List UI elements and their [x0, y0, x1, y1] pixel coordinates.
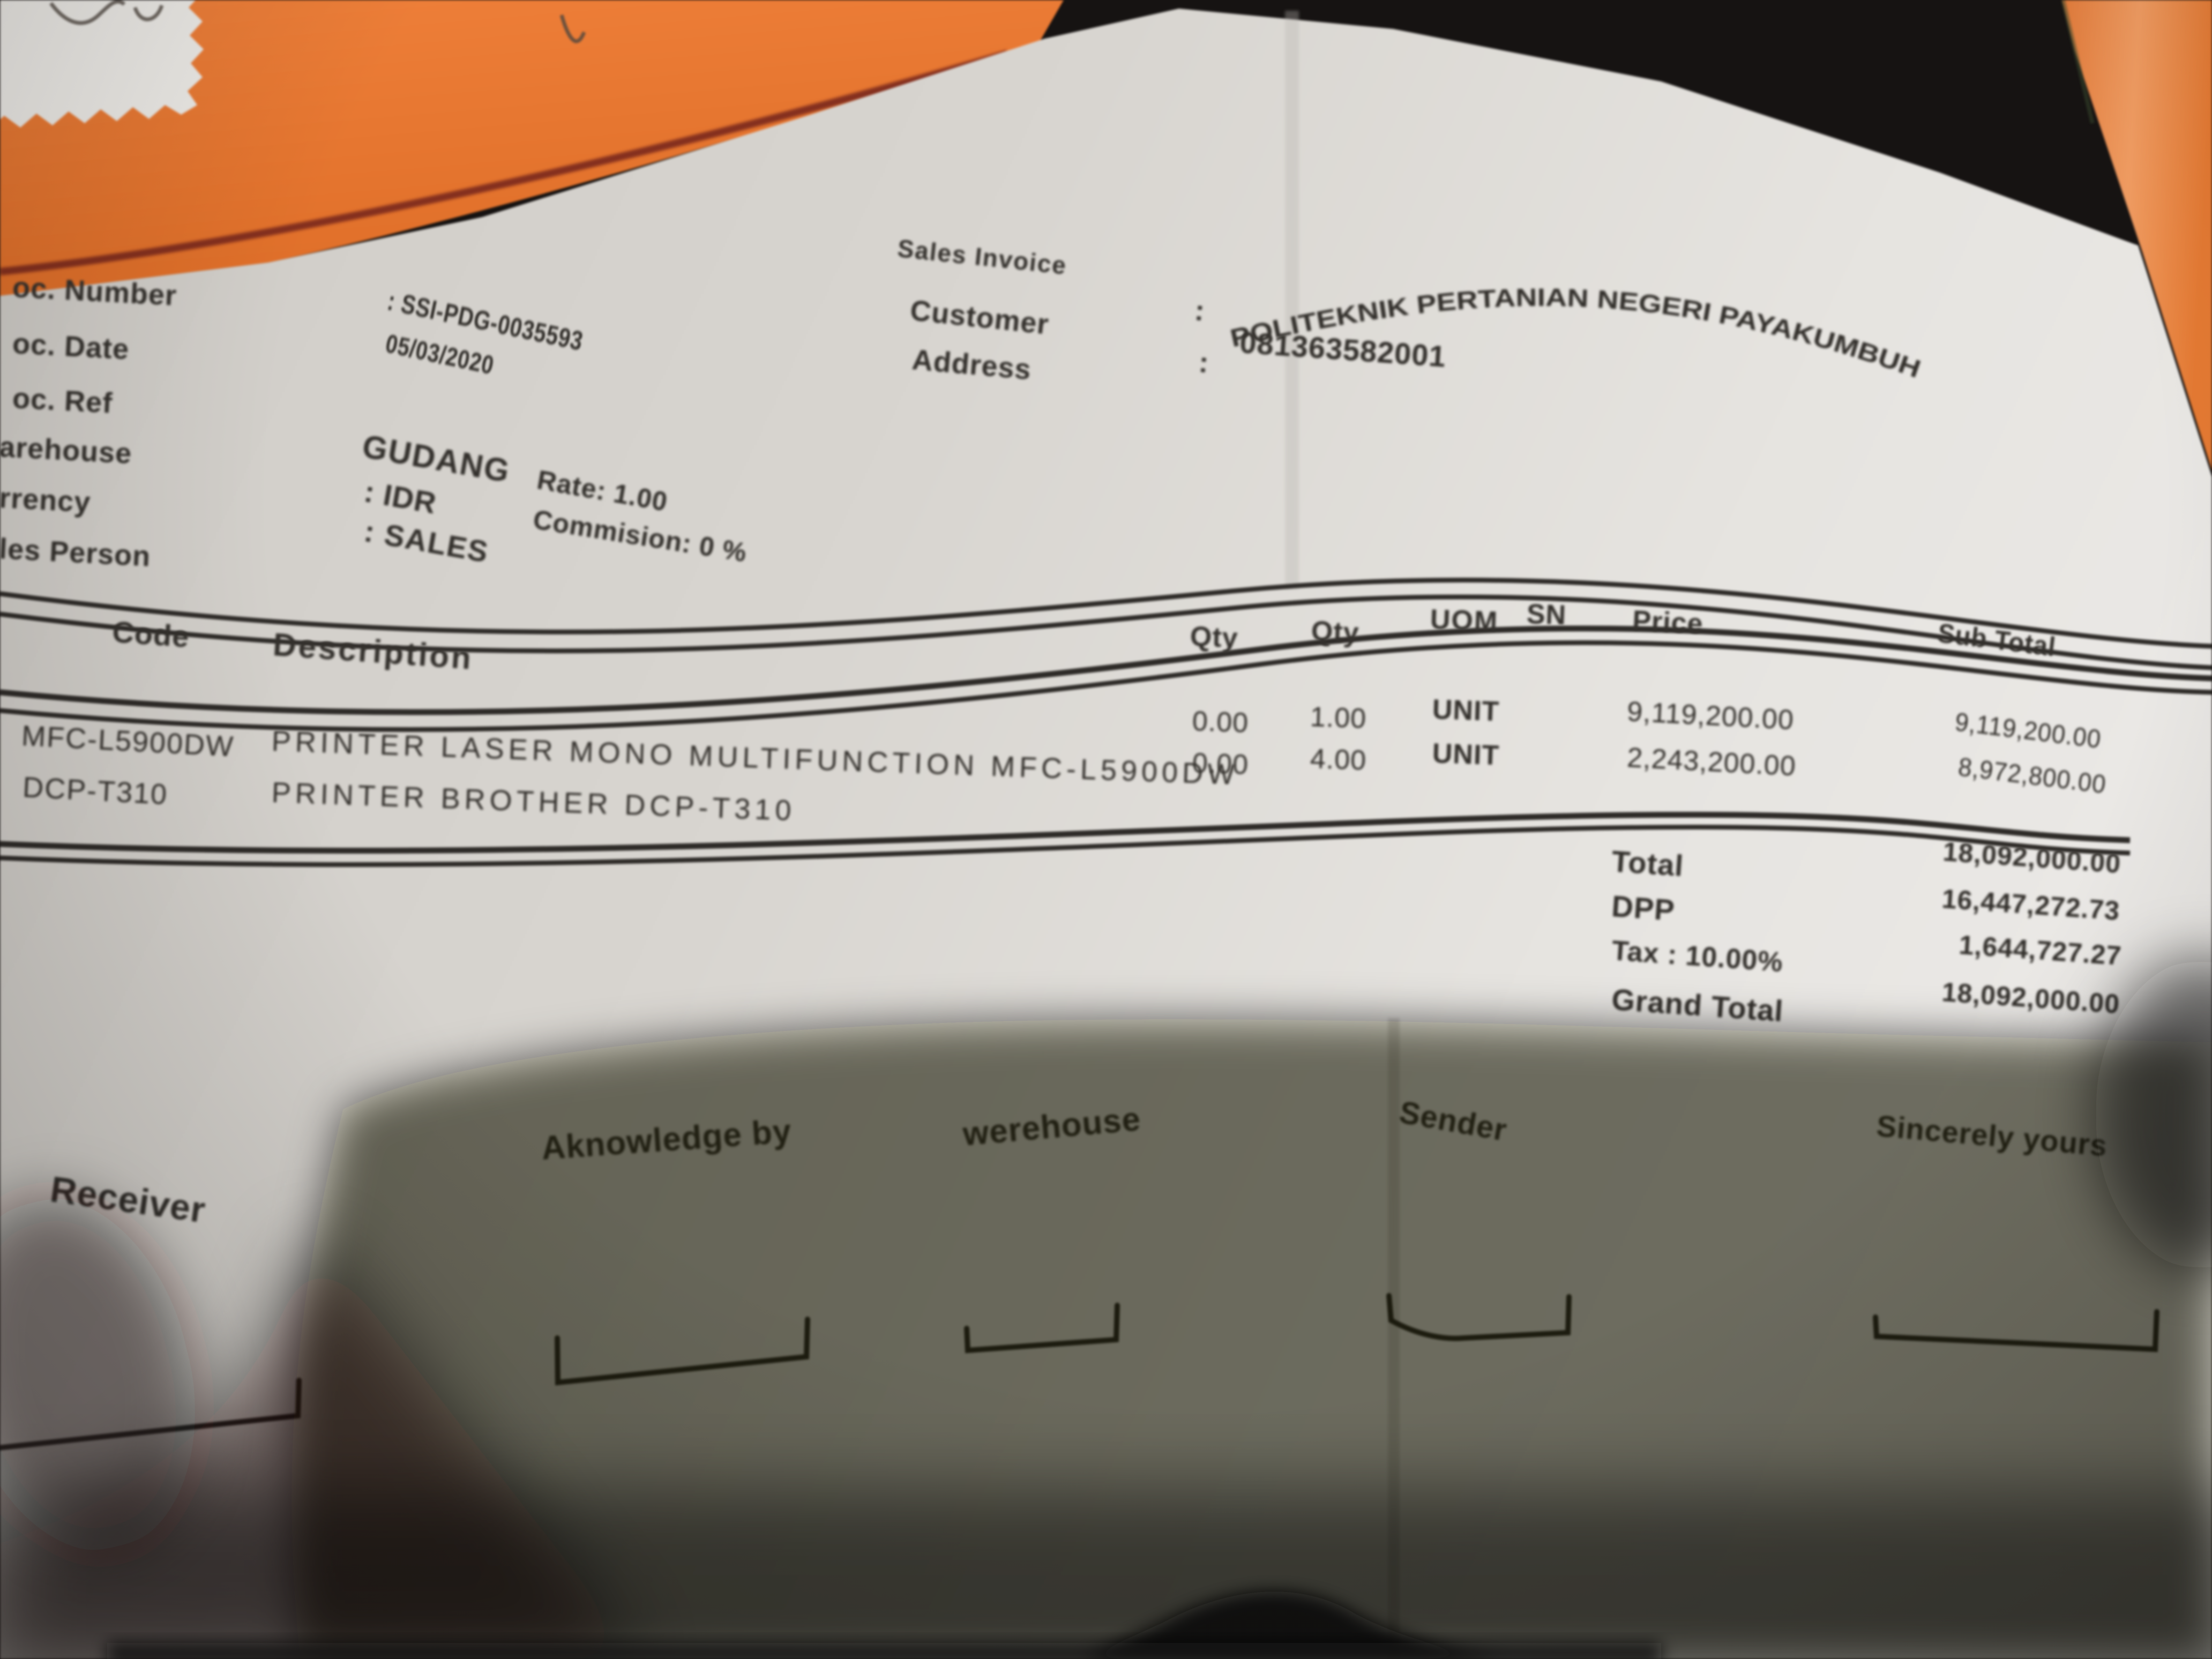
handwriting-mark — [49, 0, 586, 43]
folder-top-left — [0, 0, 1064, 296]
column-header-qty2: Qty — [1310, 615, 1360, 649]
row-qty2: 1.00 — [1309, 701, 1367, 735]
total-label: Total — [1610, 843, 1685, 883]
row-qty2: 4.00 — [1309, 743, 1367, 776]
folder-edge-line — [0, 50, 1008, 275]
column-header-sn: SN — [1526, 598, 1567, 631]
folder-stripe-edge — [2061, 0, 2095, 124]
stamp-shape — [0, 0, 204, 128]
table-rules — [0, 578, 2212, 867]
column-header-qty1: Qty — [1189, 621, 1239, 654]
row-qty1: 0.00 — [1191, 705, 1250, 739]
column-header-uom: UOM — [1429, 603, 1499, 638]
dpp-label: DPP — [1610, 888, 1676, 928]
column-header-code: Code — [111, 614, 191, 654]
folder-stripe-right — [2062, 0, 2212, 470]
column-header-price: Price — [1631, 604, 1704, 640]
row-uom: UNIT — [1431, 693, 1500, 728]
row-qty1: 0.00 — [1191, 747, 1250, 781]
row-uom: UNIT — [1431, 737, 1500, 772]
paper-crease-top — [1285, 11, 1299, 589]
